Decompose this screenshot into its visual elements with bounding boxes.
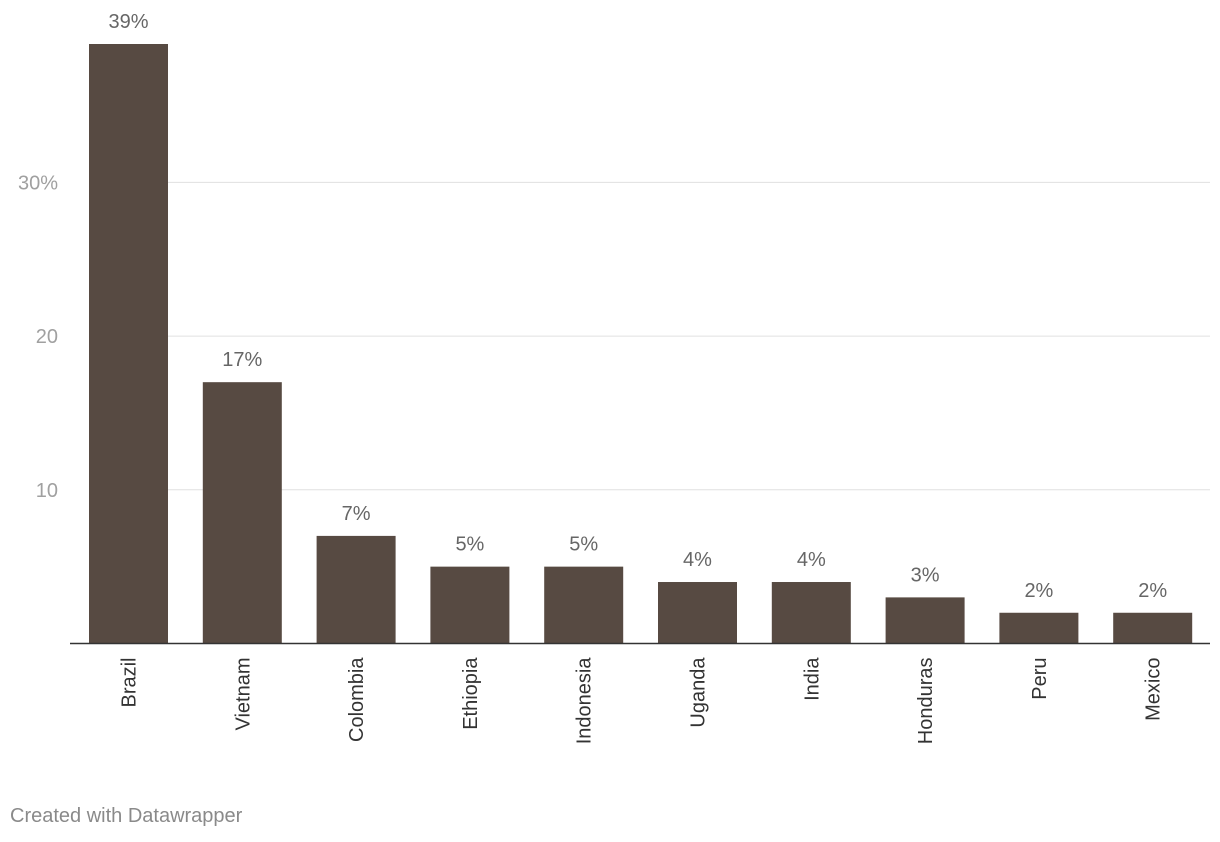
x-axis-label: Uganda <box>688 657 710 728</box>
bar-value-labels: 39% 17% 7% 5% 5% 4% 4% 3% 2% 2% <box>108 11 1167 602</box>
bar-value-label: 39% <box>108 11 148 33</box>
bar <box>771 582 851 644</box>
bar-value-label: 7% <box>342 503 371 525</box>
x-axis-label: Brazil <box>119 658 141 708</box>
bars <box>89 44 1193 644</box>
bar <box>430 566 510 644</box>
x-axis-labels: Brazil Vietnam Colombia Ethiopia Indonesia Ug… <box>119 657 1165 745</box>
bar <box>316 535 396 644</box>
bar <box>89 44 168 644</box>
bar-value-label: 2% <box>1024 580 1053 602</box>
y-tick-label: 30% <box>18 172 58 194</box>
x-axis-label: Ethiopia <box>460 657 482 730</box>
x-axis-label: Indonesia <box>574 657 596 745</box>
x-axis-label: Peru <box>1029 658 1051 700</box>
bar-value-label: 4% <box>797 549 826 571</box>
bar <box>999 612 1079 644</box>
x-axis-label: Mexico <box>1143 658 1165 721</box>
bar-value-label: 17% <box>222 349 262 371</box>
bar-value-label: 4% <box>683 549 712 571</box>
bar <box>544 566 624 644</box>
bar <box>1113 612 1193 644</box>
bar-value-label: 3% <box>911 564 940 586</box>
x-axis-label: India <box>801 657 823 701</box>
bar <box>658 582 737 644</box>
y-axis-ticks: 10 20 30% <box>18 172 58 501</box>
bar <box>885 597 965 644</box>
x-axis-label: Honduras <box>915 658 937 745</box>
gridlines <box>168 181 1210 491</box>
bar-value-label: 2% <box>1138 580 1167 602</box>
footer-credit: Created with Datawrapper <box>10 805 243 827</box>
bar <box>202 382 282 644</box>
x-axis-label: Vietnam <box>232 658 254 731</box>
y-tick-label: 10 <box>36 480 58 502</box>
x-axis-label: Colombia <box>346 657 368 742</box>
bar-value-label: 5% <box>569 534 598 556</box>
bar-value-label: 5% <box>455 534 484 556</box>
y-tick-label: 20 <box>36 326 58 348</box>
